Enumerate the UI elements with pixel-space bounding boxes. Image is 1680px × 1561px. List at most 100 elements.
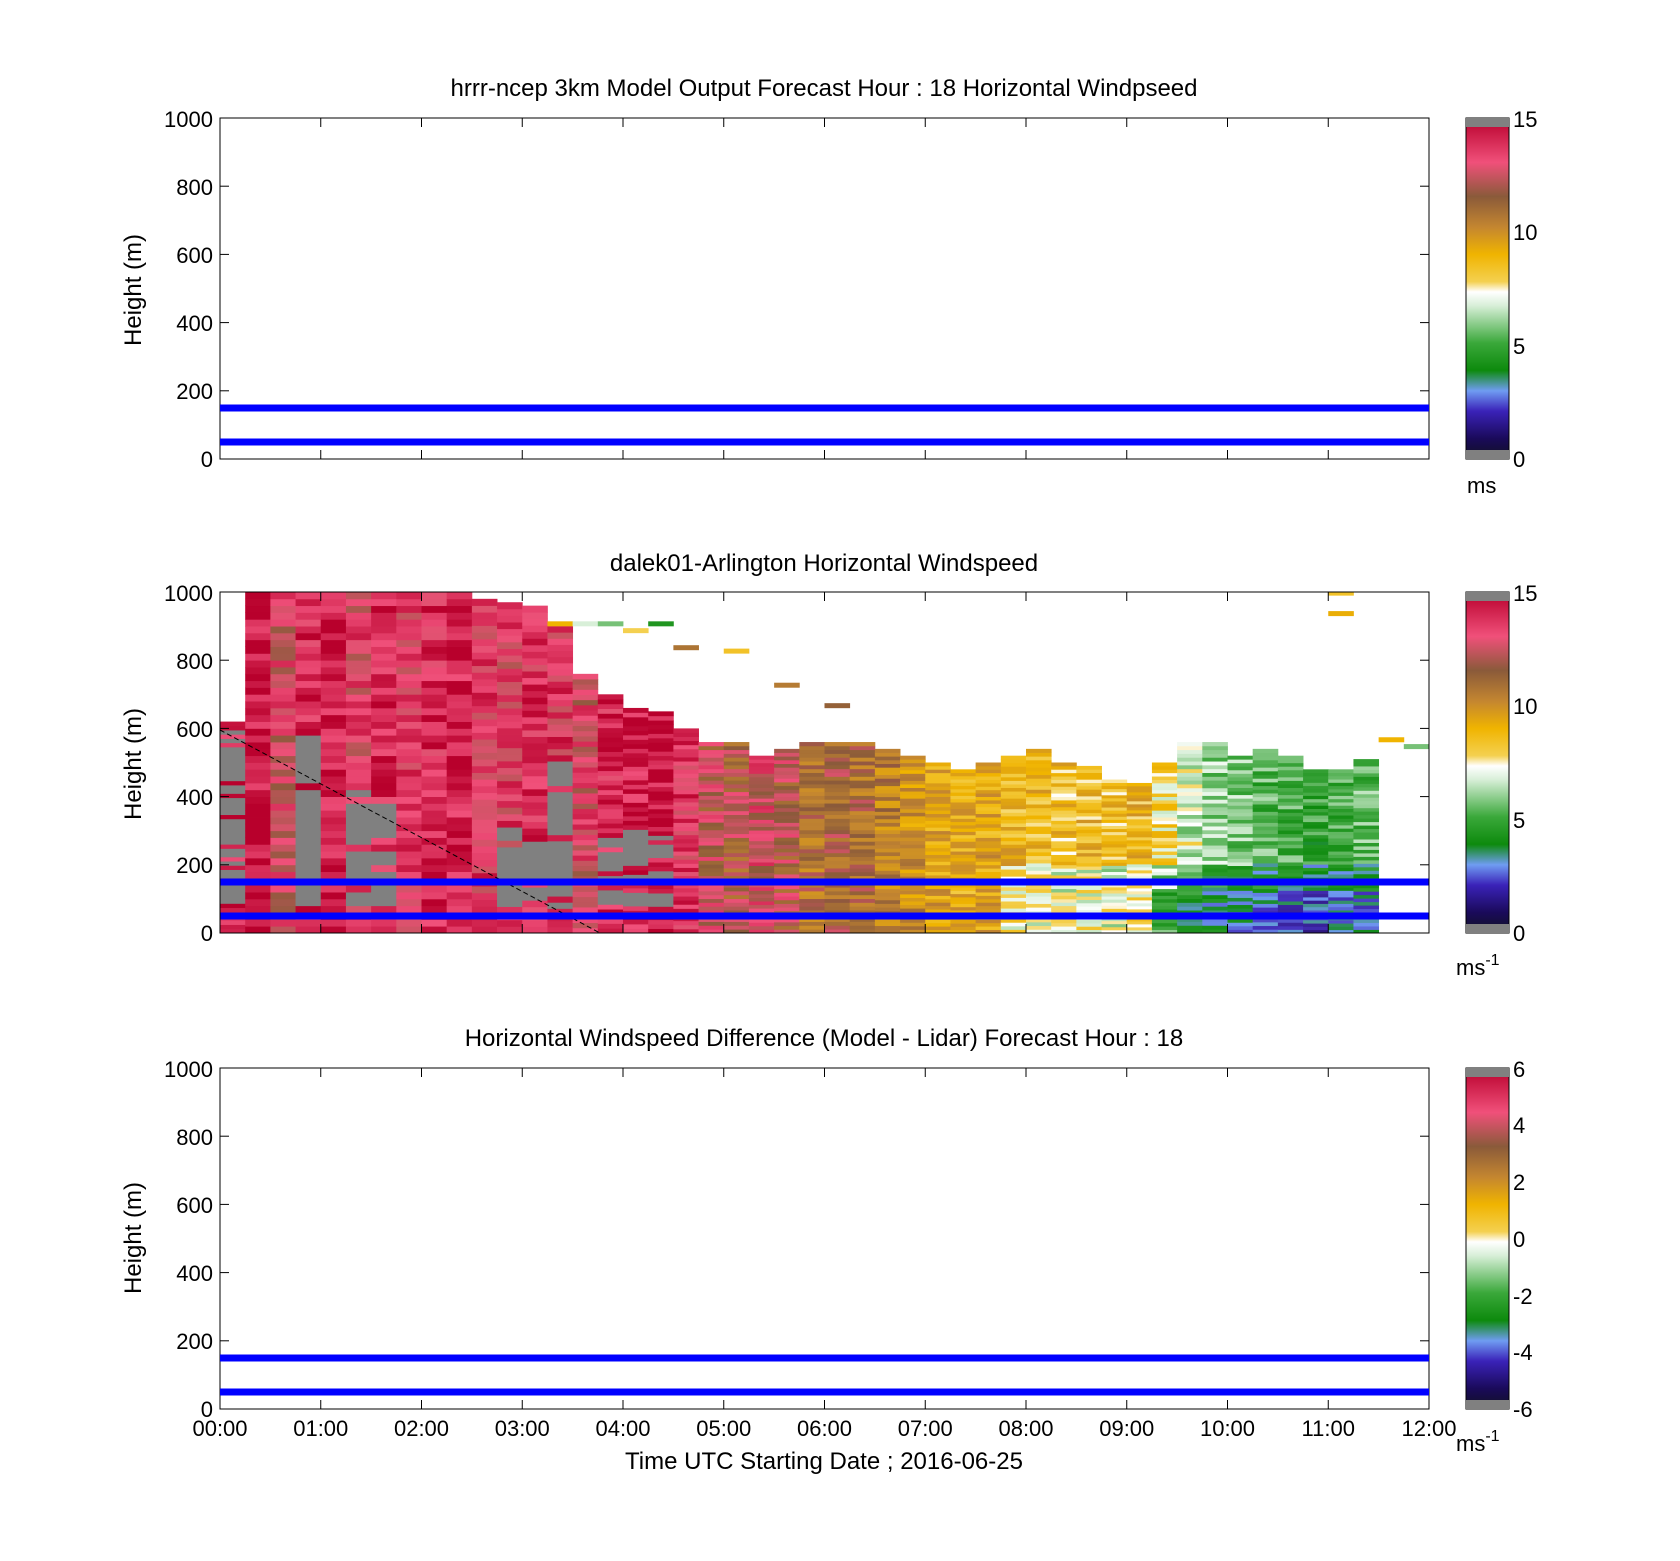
heatmap-cell <box>1277 844 1304 849</box>
heatmap-cell <box>1151 800 1178 804</box>
heatmap-cell <box>950 851 977 855</box>
heatmap-cell <box>1328 864 1354 868</box>
heatmap-cell <box>623 842 649 848</box>
heatmap-cell <box>698 890 725 896</box>
heatmap-cell <box>446 782 473 791</box>
heatmap-cell <box>1353 832 1380 837</box>
heatmap-cell <box>471 785 498 794</box>
heatmap-cell <box>1227 812 1254 817</box>
heatmap-cell <box>1051 905 1077 910</box>
heatmap-cell <box>623 883 649 889</box>
heatmap-cell <box>446 742 473 750</box>
heatmap-cell <box>723 791 750 796</box>
heatmap-cell <box>975 929 1002 933</box>
heatmap-cell <box>446 714 473 722</box>
heatmap-cell <box>1051 813 1077 818</box>
y-tick-label: 600 <box>176 717 213 742</box>
heatmap-cell <box>371 817 397 825</box>
heatmap-cell <box>1252 866 1279 871</box>
heatmap-cell <box>1151 823 1178 828</box>
heatmap-cell <box>1353 926 1380 930</box>
heatmap-cell <box>471 926 498 933</box>
heatmap-cell <box>799 768 825 773</box>
heatmap-cell <box>623 811 649 817</box>
heatmap-cell <box>1126 791 1153 796</box>
heatmap-cell <box>900 780 926 785</box>
heatmap-cell <box>522 631 548 639</box>
heatmap-cell <box>1076 866 1102 870</box>
heatmap-cell <box>1328 923 1354 927</box>
heatmap-cell <box>1202 772 1228 777</box>
heatmap-cell <box>270 898 296 907</box>
heatmap-cell <box>345 632 372 641</box>
heatmap-cell <box>1227 925 1254 930</box>
heatmap-cell <box>1277 876 1304 881</box>
heatmap-cell <box>1101 926 1128 931</box>
heatmap-cell <box>874 807 901 812</box>
heatmap-cell <box>1126 815 1153 820</box>
heatmap-cell <box>748 815 775 820</box>
heatmap-cell <box>1303 926 1329 931</box>
heatmap-cell <box>471 832 498 840</box>
heatmap-cell <box>824 745 851 751</box>
heatmap-cell <box>471 618 498 626</box>
heatmap-cell <box>975 854 1002 859</box>
heatmap-cell <box>1051 888 1077 893</box>
heatmap-cell <box>471 772 498 780</box>
heatmap-cell <box>874 748 901 753</box>
heatmap-cell <box>1076 832 1102 837</box>
heatmap-cell <box>1151 793 1178 797</box>
heatmap-cell <box>874 774 901 779</box>
heatmap-cell <box>648 711 674 717</box>
heatmap-cell <box>245 632 271 641</box>
heatmap-cell <box>1000 837 1027 842</box>
heatmap-cell <box>1126 890 1153 895</box>
heatmap-cell <box>824 868 851 873</box>
heatmap-cell <box>471 859 498 867</box>
heatmap-cell <box>1026 793 1052 798</box>
heatmap-cell <box>446 823 473 832</box>
heatmap-cell <box>471 765 498 773</box>
heatmap-cell <box>497 741 523 749</box>
heatmap-cell <box>673 761 699 766</box>
heatmap-cell <box>270 919 296 927</box>
heatmap-cell <box>900 901 926 906</box>
heatmap-cell <box>597 699 624 705</box>
heatmap-cell <box>1177 761 1203 766</box>
heatmap-cell <box>1026 804 1052 809</box>
heatmap-cell <box>421 687 448 695</box>
heatmap-cell <box>874 759 901 764</box>
heatmap-cell <box>1227 869 1254 874</box>
heatmap-cell <box>270 687 296 695</box>
heatmap-cell <box>396 776 422 784</box>
heatmap-cell <box>345 735 372 743</box>
heatmap-cell <box>270 885 296 893</box>
heatmap-cell <box>673 892 699 897</box>
heatmap-cell <box>1252 896 1279 901</box>
heatmap-cell <box>1076 836 1102 840</box>
heatmap-cell <box>320 701 347 709</box>
heatmap-cell <box>396 714 422 722</box>
heatmap-cell <box>648 729 674 734</box>
heatmap-cell <box>799 742 825 747</box>
heatmap-cell <box>1353 807 1380 812</box>
heatmap-cell <box>1000 840 1027 845</box>
heatmap-cell <box>547 767 574 774</box>
heatmap-cell <box>1177 753 1203 758</box>
heatmap-cell <box>748 872 775 877</box>
heatmap-cell <box>925 762 951 767</box>
heatmap-cell <box>774 682 800 688</box>
heatmap-cell <box>900 830 926 835</box>
heatmap-cell <box>396 837 422 845</box>
heatmap-cell <box>471 839 498 847</box>
heatmap-cell <box>698 841 725 846</box>
heatmap-cell <box>446 762 473 770</box>
heatmap-cell <box>396 646 422 654</box>
heatmap-cell <box>673 789 699 795</box>
heatmap-cell <box>723 776 750 781</box>
heatmap-cell <box>1303 919 1329 924</box>
heatmap-cell <box>497 926 523 933</box>
heatmap-cell <box>1151 837 1178 842</box>
heatmap-cell <box>1126 887 1153 892</box>
heatmap-cell <box>623 856 649 862</box>
